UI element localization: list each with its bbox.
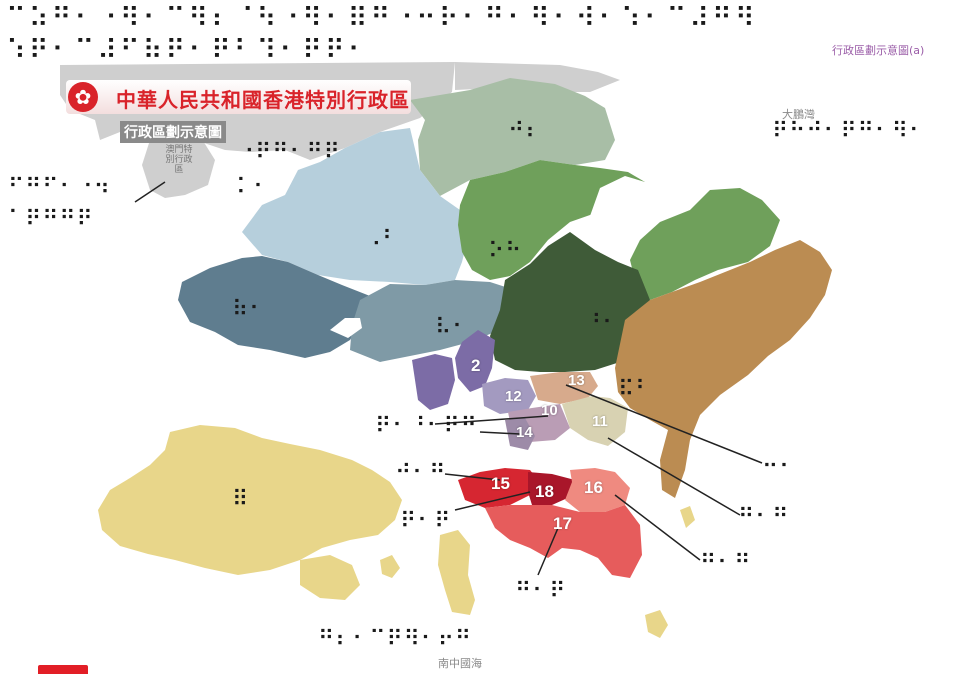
- bauhinia-icon: ✿: [74, 85, 92, 109]
- bottom-red-tab: [38, 665, 88, 674]
- reservoir: [330, 318, 362, 338]
- district-1-po-toi: [645, 610, 668, 638]
- braille-title-line2: ⠱⠟⠂⠉⠼⠋⠷⠟⠂⠟⠃⠹⠂⠟⠟⠂: [6, 35, 371, 66]
- braille-district-6: ⠕⠓: [488, 239, 523, 264]
- district-1-lantau-west: [300, 555, 360, 600]
- place-label-macao: 澳門特別行政區: [165, 145, 193, 175]
- braille-district-1: ⠿: [232, 487, 250, 512]
- leader-line-10: [434, 415, 549, 425]
- place-label-south-china-sea: 南中國海: [438, 657, 482, 670]
- braille-district-9: ⠠⠃: [365, 227, 400, 252]
- braille-district-4: ⠯⠃: [618, 377, 653, 402]
- district-number-17: 17: [553, 514, 572, 533]
- braille-south-china-sea: ⠛⠆⠂⠉⠟⠻⠂⠖⠛: [318, 627, 473, 652]
- district-1-lamma: [438, 530, 475, 615]
- leader-line-15: [444, 473, 501, 481]
- title-banner: [66, 80, 411, 114]
- place-label-dapeng-bay: 大鵬灣: [782, 108, 815, 121]
- map-title: 中華人民共和國香港特別行政區: [116, 88, 410, 112]
- leader-line-18: [454, 491, 531, 511]
- braille-district-5: ⠘⠂: [585, 311, 620, 336]
- district-13: [530, 372, 598, 404]
- district-11: [562, 396, 628, 446]
- braille-dapeng-bay: ⠟⠓⠚⠂⠟⠛⠂⠻⠂: [772, 119, 927, 144]
- braille-district-7: ⠧⠂: [435, 315, 470, 340]
- braille-district-8: ⠷⠂: [232, 297, 267, 322]
- braille-right-c: ⠛⠂⠛: [700, 551, 752, 576]
- figure-label: 行政區劃示意圖(a): [832, 44, 925, 57]
- district-2-island: [412, 354, 455, 410]
- braille-macao-line1: ⠋⠛⠋⠂⠐⠲: [8, 175, 111, 200]
- district-5: [490, 232, 650, 372]
- braille-shenzhen: ⠐⠟⠛⠂⠛⠟: [238, 140, 341, 165]
- district-6-east: [630, 188, 780, 300]
- district-3: [410, 78, 615, 196]
- district-2: [455, 330, 495, 392]
- district-7: [350, 280, 515, 362]
- district-1-tap-mun: [680, 506, 695, 528]
- district-12: [482, 378, 536, 414]
- district-1-cheung-chau: [380, 555, 400, 578]
- district-8: [178, 256, 370, 358]
- district-number-10: 10: [541, 402, 558, 419]
- braille-macao-line2: ⠁⠟⠛⠛⠟: [8, 207, 94, 232]
- braille-left-b: ⠚⠂⠛: [395, 461, 447, 486]
- district-number-13: 13: [568, 372, 585, 389]
- hksar-emblem: ✿: [68, 82, 98, 112]
- braille-left-a: ⠟⠂⠘⠂⠟⠛: [375, 414, 478, 439]
- district-number-18: 18: [535, 482, 554, 501]
- leader-line-16: [614, 494, 701, 561]
- leader-line-13: [565, 384, 763, 464]
- mainland-macao-area: [142, 136, 215, 198]
- district-17: [485, 505, 642, 578]
- leader-line-11: [607, 437, 741, 516]
- district-number-14: 14: [516, 424, 533, 441]
- district-number-16: 16: [584, 478, 603, 497]
- map-subtitle: 行政區劃示意圖: [120, 121, 226, 143]
- leader-line-17: [537, 527, 559, 576]
- district-number-2: 2: [471, 356, 481, 375]
- district-18: [528, 472, 575, 505]
- braille-right-a: ⠒⠂: [762, 455, 797, 480]
- district-number-11: 11: [592, 413, 608, 430]
- braille-left-c: ⠟⠂⠟: [400, 509, 452, 534]
- braille-bottom-a: ⠛⠂⠟: [515, 579, 567, 604]
- district-1: [98, 425, 402, 575]
- district-number-12: 12: [505, 388, 522, 405]
- district-number-15: 15: [491, 474, 510, 493]
- braille-district-3: ⠚⠆: [508, 119, 543, 144]
- district-9: [242, 128, 470, 285]
- leader-line-14: [479, 431, 521, 435]
- district-6: [458, 160, 645, 280]
- braille-right-b: ⠛⠂⠛: [738, 505, 790, 530]
- district-16: [565, 468, 630, 512]
- macao-leader-line: [134, 181, 166, 203]
- district-4: [615, 240, 832, 498]
- tolo-harbour: [590, 176, 660, 232]
- braille-title-line1: ⠉⠵⠛⠂⠐⠻⠂⠉⠻⠆⠈⠳⠐⠻⠂⠿⠛⠐⠒⠗⠂⠛⠂⠻⠂⠺⠂⠱⠂⠉⠼⠛⠻: [6, 3, 758, 34]
- braille-macao-extra: ⠅⠂: [236, 175, 271, 200]
